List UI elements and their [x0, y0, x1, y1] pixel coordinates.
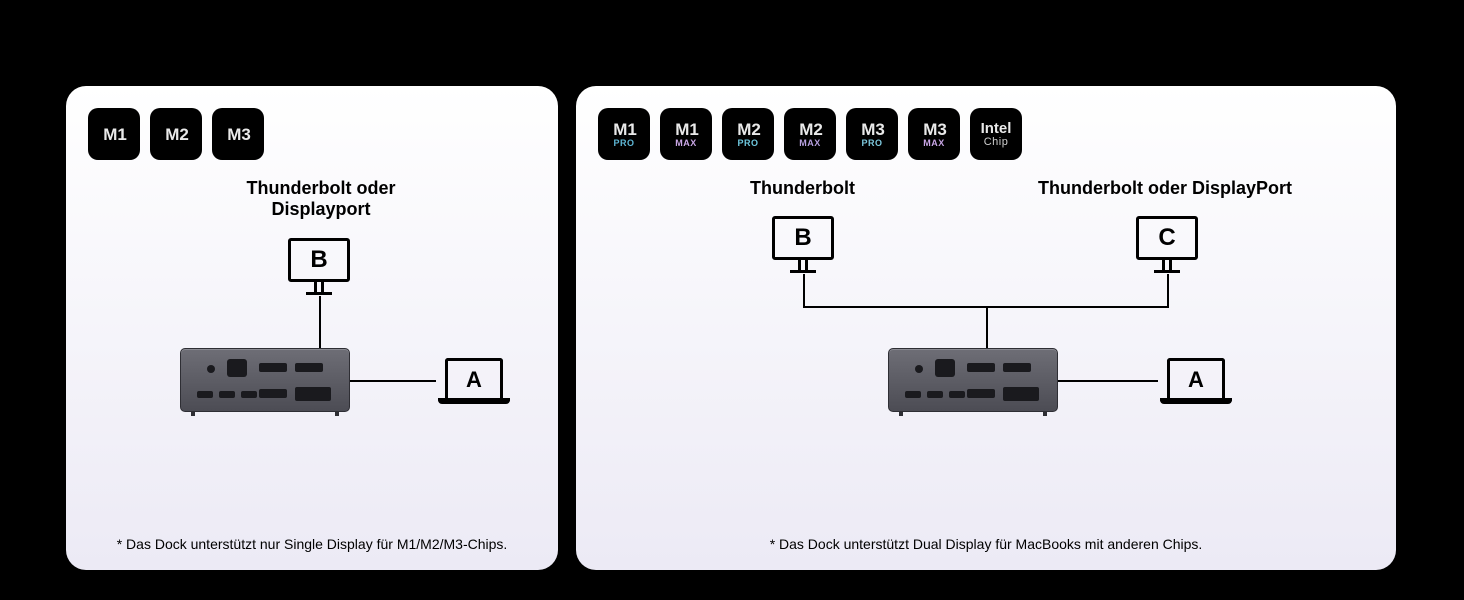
- chip-intel: Intel Chip: [970, 108, 1022, 160]
- chip-m2-pro: M2 PRO: [722, 108, 774, 160]
- chip-m3: M3: [212, 108, 264, 160]
- chip-label: M3: [861, 121, 885, 138]
- chip-label: M2: [799, 121, 823, 138]
- chip-row-right: M1 PRO M1 MAX M2 PRO M2 MAX M3 PRO M3 MA…: [598, 108, 1374, 160]
- line-dock-to-laptop: [1058, 380, 1158, 382]
- chip-label: M3: [227, 126, 251, 143]
- chip-label: M2: [737, 121, 761, 138]
- chip-m1-max: M1 MAX: [660, 108, 712, 160]
- chip-label: M3: [923, 121, 947, 138]
- laptop-label: A: [466, 367, 482, 393]
- chip-m1: M1: [88, 108, 140, 160]
- laptop-a: A: [1160, 358, 1232, 404]
- chip-m3-pro: M3 PRO: [846, 108, 898, 160]
- chip-label: M2: [165, 126, 189, 143]
- chip-sub: MAX: [799, 139, 821, 148]
- line-b-drop: [803, 274, 805, 306]
- monitor-c: C: [1136, 216, 1198, 273]
- laptop-label: A: [1188, 367, 1204, 393]
- chip-label: Intel: [981, 121, 1012, 136]
- chip-m1-pro: M1 PRO: [598, 108, 650, 160]
- chip-row-left: M1 M2 M3: [88, 108, 536, 160]
- laptop-a: A: [438, 358, 510, 404]
- footnote-right: * Das Dock unterstützt Dual Display für …: [598, 536, 1374, 552]
- diagram-right: Thunderbolt Thunderbolt oder DisplayPort…: [598, 160, 1374, 536]
- chip-sub: MAX: [923, 139, 945, 148]
- connection-title-c: Thunderbolt oder DisplayPort: [1038, 178, 1292, 199]
- line-dock-to-laptop: [350, 380, 436, 382]
- dock-device: [180, 348, 350, 412]
- line-mid-drop: [986, 306, 988, 348]
- line-c-drop: [1167, 274, 1169, 306]
- panel-single-display: M1 M2 M3 Thunderbolt oder Displayport B …: [66, 86, 558, 570]
- chip-m2: M2: [150, 108, 202, 160]
- panel-dual-display: M1 PRO M1 MAX M2 PRO M2 MAX M3 PRO M3 MA…: [576, 86, 1396, 570]
- chip-sub: Chip: [984, 137, 1009, 148]
- chip-sub: PRO: [861, 139, 882, 148]
- monitor-b: B: [288, 238, 350, 295]
- monitor-label: C: [1158, 224, 1175, 252]
- diagram-left: Thunderbolt oder Displayport B A: [88, 160, 536, 536]
- line-monitor-to-dock: [319, 296, 321, 348]
- footnote-left: * Das Dock unterstützt nur Single Displa…: [88, 536, 536, 552]
- chip-label: M1: [103, 126, 127, 143]
- monitor-label: B: [310, 246, 327, 274]
- monitor-b: B: [772, 216, 834, 273]
- connection-title-b: Thunderbolt: [750, 178, 855, 199]
- chip-sub: PRO: [613, 139, 634, 148]
- chip-sub: MAX: [675, 139, 697, 148]
- dock-device: [888, 348, 1058, 412]
- chip-label: M1: [613, 121, 637, 138]
- chip-label: M1: [675, 121, 699, 138]
- chip-m2-max: M2 MAX: [784, 108, 836, 160]
- chip-sub: PRO: [737, 139, 758, 148]
- connection-title: Thunderbolt oder Displayport: [206, 178, 436, 220]
- chip-m3-max: M3 MAX: [908, 108, 960, 160]
- monitor-label: B: [794, 224, 811, 252]
